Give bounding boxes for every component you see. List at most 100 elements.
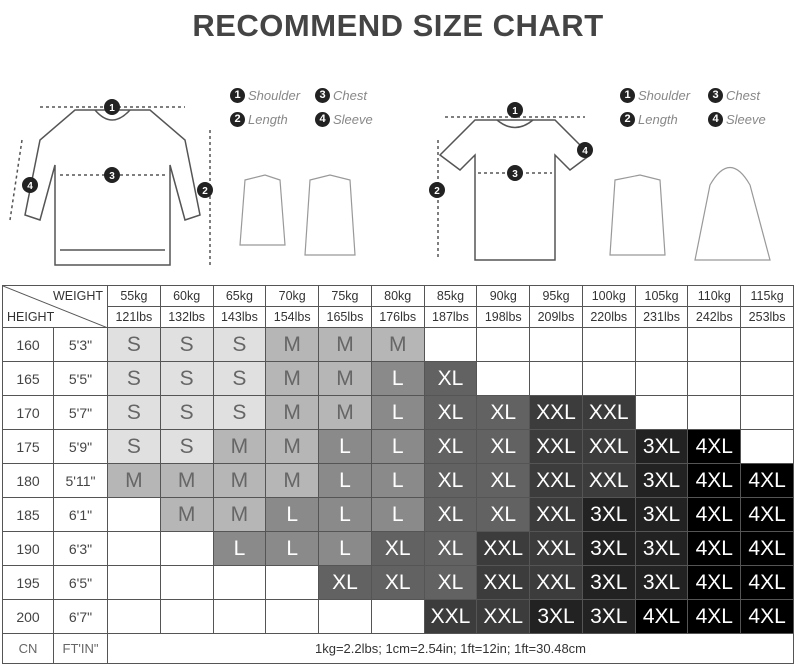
- height-cm: 175: [2, 429, 54, 464]
- size-cell: 3XL: [634, 497, 689, 532]
- number-2-icon: 2: [620, 112, 635, 127]
- table-row: 165 5'5" S S S M M L XL: [2, 361, 794, 396]
- height-cm: 200: [2, 599, 54, 634]
- size-cell: XL: [423, 429, 478, 464]
- size-cell: XXL: [529, 497, 583, 532]
- weight-lbs-header: 121lbs: [107, 306, 161, 328]
- tshirt-diagram-icon: [437, 116, 592, 261]
- weight-kg-header: 95kg: [529, 285, 583, 307]
- size-cell: M: [265, 429, 320, 464]
- table-row: 160 5'3" S S S M M M: [2, 327, 794, 362]
- size-cell: XL: [370, 531, 425, 566]
- size-cell: [687, 395, 742, 430]
- size-cell: XL: [423, 565, 478, 600]
- size-cell: 4XL: [740, 565, 794, 600]
- size-cell: XL: [476, 463, 531, 498]
- number-1-icon: 1: [230, 88, 245, 103]
- size-cell: [107, 599, 161, 634]
- size-cell: 4XL: [687, 599, 742, 634]
- size-cell: 3XL: [581, 531, 636, 566]
- weight-kg-header: 115kg: [740, 285, 794, 307]
- size-cell: M: [212, 429, 267, 464]
- weight-lbs-header: 198lbs: [476, 306, 531, 328]
- size-cell: 3XL: [581, 599, 636, 634]
- legend-label: Chest: [726, 88, 760, 103]
- size-cell: L: [370, 395, 425, 430]
- weight-kg-header: 60kg: [159, 285, 214, 307]
- size-cell: L: [212, 531, 267, 566]
- size-cell: 4XL: [740, 599, 794, 634]
- weight-kg-header: 85kg: [423, 285, 478, 307]
- size-cell: M: [370, 327, 425, 362]
- size-cell: XL: [476, 429, 531, 464]
- weight-kg-header: 110kg: [687, 285, 742, 307]
- height-cm: 190: [2, 531, 54, 566]
- size-cell: XL: [423, 395, 478, 430]
- weight-kg-header: 100kg: [581, 285, 636, 307]
- size-cell: S: [107, 361, 161, 396]
- size-cell: [634, 395, 689, 430]
- svg-text:1: 1: [512, 106, 518, 117]
- size-cell: [687, 327, 742, 362]
- size-cell: 4XL: [687, 463, 742, 498]
- height-ftin: 6'3": [53, 531, 108, 566]
- height-ftin: 5'3": [53, 327, 108, 362]
- size-cell: S: [159, 395, 214, 430]
- weight-lbs-header: 165lbs: [318, 306, 372, 328]
- size-cell: [634, 327, 689, 362]
- size-cell: [529, 361, 583, 396]
- size-cell: M: [318, 327, 372, 362]
- weight-lbs-header: 187lbs: [423, 306, 478, 328]
- svg-text:3: 3: [109, 171, 115, 182]
- size-cell: L: [370, 361, 425, 396]
- garment-illustrations: 1 3 2 4 1 3 2 4: [9, 99, 771, 266]
- size-cell: [423, 327, 478, 362]
- weight-label: WEIGHT: [53, 289, 103, 303]
- size-cell: XXL: [529, 565, 583, 600]
- size-cell: [581, 327, 636, 362]
- weight-lbs-header: 176lbs: [370, 306, 425, 328]
- size-cell: L: [370, 497, 425, 532]
- height-ftin: 5'5": [53, 361, 108, 396]
- size-cell: S: [212, 361, 267, 396]
- size-cell: [740, 395, 794, 430]
- size-cell: [740, 327, 794, 362]
- height-cm: 180: [2, 463, 54, 498]
- size-cell: 4XL: [687, 531, 742, 566]
- height-ftin: 6'1": [53, 497, 108, 532]
- legend-label: Length: [248, 112, 288, 127]
- number-3-icon: 3: [708, 88, 723, 103]
- weight-kg-header: 80kg: [370, 285, 425, 307]
- height-ftin: 5'7": [53, 395, 108, 430]
- size-cell: [212, 565, 267, 600]
- size-cell: XL: [423, 497, 478, 532]
- size-cell: XL: [423, 361, 478, 396]
- svg-text:2: 2: [202, 186, 208, 197]
- size-cell: XXL: [476, 599, 531, 634]
- height-ftin: 5'9": [53, 429, 108, 464]
- conversion-note: 1kg=2.2lbs; 1cm=2.54in; 1ft=12in; 1ft=30…: [107, 633, 794, 664]
- size-cell: S: [159, 429, 214, 464]
- size-cell: M: [159, 497, 214, 532]
- size-cell: XL: [476, 497, 531, 532]
- height-ftin: 6'5": [53, 565, 108, 600]
- size-cell: XL: [318, 565, 372, 600]
- legend-label: Shoulder: [248, 88, 301, 103]
- size-cell: 4XL: [687, 497, 742, 532]
- height-ftin: 5'11": [53, 463, 108, 498]
- size-cell: 4XL: [740, 531, 794, 566]
- ftin-label: FT'IN": [53, 633, 108, 664]
- size-cell: XL: [423, 531, 478, 566]
- size-cell: M: [265, 395, 320, 430]
- size-cell: [107, 565, 161, 600]
- size-cell: S: [212, 395, 267, 430]
- number-1-icon: 1: [620, 88, 635, 103]
- size-cell: [740, 429, 794, 464]
- size-cell: [476, 361, 531, 396]
- size-cell: XXL: [476, 531, 531, 566]
- size-cell: L: [370, 429, 425, 464]
- size-cell: XXL: [581, 429, 636, 464]
- size-cell: [107, 497, 161, 532]
- size-cell: M: [318, 361, 372, 396]
- size-cell: L: [265, 497, 320, 532]
